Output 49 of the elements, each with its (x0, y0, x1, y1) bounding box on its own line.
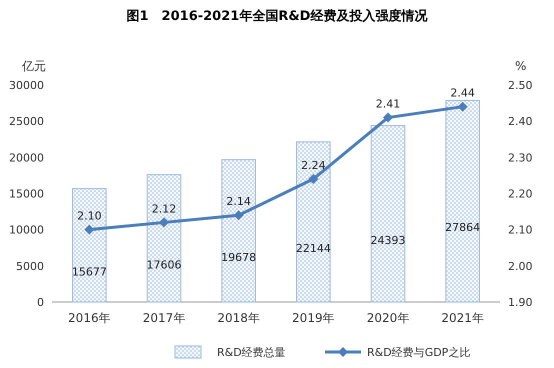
x-tick-label: 2020年 (366, 311, 410, 325)
y-tick-label: 10000 (9, 224, 44, 237)
bar (146, 174, 182, 302)
x-tick-label: 2019年 (292, 311, 335, 325)
data-label: 2.12 (152, 202, 176, 216)
y-tick-label: 15000 (9, 188, 44, 200)
y-tick-label: 25000 (9, 115, 44, 128)
y-tick-label: 30000 (9, 79, 44, 92)
y2-tick-label: 1.90 (508, 296, 532, 309)
y2-tick-label: 2.10 (508, 224, 532, 237)
y2-tick-label: 2.50 (508, 79, 532, 92)
data-label: 15677 (72, 265, 107, 278)
data-label: 19678 (221, 250, 256, 264)
legend-label: R&D经费与GDP之比 (367, 346, 470, 359)
data-label: 2.10 (77, 210, 102, 223)
y2-tick-label: 2.30 (508, 151, 532, 164)
data-label: 2.44 (450, 86, 475, 100)
data-label: 22144 (296, 242, 331, 255)
chart-title: 图1 2016-2021年全国R&D经费及投入强度情况 (126, 8, 428, 24)
data-label: 2.41 (376, 98, 400, 111)
data-label: 24393 (370, 234, 406, 247)
y-tick-label: 0 (37, 296, 44, 309)
x-tick-label: 2016年 (68, 311, 111, 325)
bar (221, 159, 256, 302)
y2-tick-label: 2.40 (508, 115, 532, 128)
x-tick-label: 2018年 (217, 311, 260, 325)
y-axis-title: 亿元 (21, 59, 46, 73)
y2-axis-title: % (515, 59, 526, 73)
data-label: 17606 (146, 258, 182, 272)
y2-tick-label: 2.20 (508, 188, 532, 200)
point (458, 102, 468, 112)
legend-label: R&D经费总量 (217, 346, 286, 359)
data-label: 27864 (445, 221, 480, 234)
bar (72, 188, 107, 302)
data-label: 2.14 (226, 195, 251, 208)
data-label: 2.24 (301, 159, 326, 172)
point (159, 217, 169, 228)
point (308, 174, 318, 184)
y-tick-label: 20000 (9, 151, 44, 164)
x-tick-label: 2017年 (142, 311, 186, 325)
y2-tick-label: 2.00 (508, 260, 532, 273)
y-tick-label: 5000 (16, 260, 44, 273)
bar (445, 100, 480, 302)
point (234, 210, 244, 220)
point (84, 224, 94, 235)
point (383, 112, 393, 123)
x-tick-label: 2021年 (441, 311, 484, 325)
bar (296, 141, 331, 302)
bar (370, 125, 406, 302)
